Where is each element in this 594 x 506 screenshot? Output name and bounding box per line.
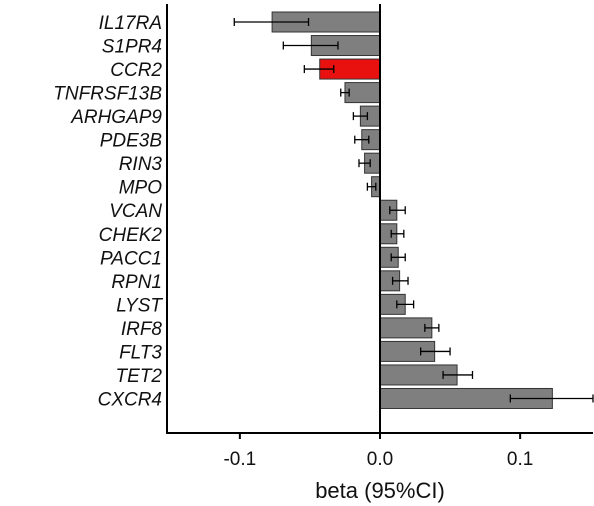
- category-label-rin3: RIN3: [119, 154, 163, 175]
- error-bar-group: [233, 18, 594, 403]
- error-bar-arhgap9: [352, 112, 369, 121]
- category-label-cxcr4: CXCR4: [98, 389, 162, 410]
- error-bar-il17ra: [233, 18, 310, 26]
- category-label-arhgap9: ARHGAP9: [70, 107, 162, 128]
- bar-group: [271, 11, 553, 409]
- error-bar-ccr2: [303, 65, 335, 74]
- category-label-s1pr4: S1PR4: [102, 37, 162, 58]
- x-tick-label: -0.1: [223, 449, 256, 470]
- category-label-rpn1: RPN1: [111, 272, 162, 293]
- error-bar-rpn1: [391, 276, 409, 285]
- category-label-tet2: TET2: [116, 366, 163, 387]
- category-label-pacc1: PACC1: [100, 248, 162, 269]
- category-label-pde3b: PDE3B: [100, 131, 163, 152]
- category-label-il17ra: IL17RA: [99, 13, 162, 34]
- x-tick-group: -0.1 0.0 0.1: [223, 433, 533, 470]
- category-label-vcan: VCAN: [109, 201, 162, 222]
- category-label-mpo: MPO: [119, 178, 163, 199]
- error-bar-lyst: [396, 300, 415, 309]
- category-label-lyst: LYST: [116, 295, 163, 316]
- category-label-flt3: FLT3: [119, 342, 162, 363]
- category-label-chek2: CHEK2: [99, 225, 163, 246]
- error-bar-pacc1: [390, 253, 406, 262]
- error-bar-chek2: [390, 229, 405, 238]
- bar-irf8: [379, 317, 433, 339]
- x-axis-label: beta (95%CI): [315, 478, 445, 503]
- error-bar-tnfrsf13b: [340, 88, 350, 97]
- error-bar-pde3b: [354, 135, 370, 144]
- error-bar-irf8: [424, 323, 440, 332]
- x-tick-label: 0.1: [507, 449, 533, 470]
- error-bar-rin3: [358, 159, 371, 168]
- error-bar-vcan: [389, 206, 406, 215]
- category-label-ccr2: CCR2: [110, 60, 162, 81]
- error-bar-tet2: [442, 370, 474, 379]
- error-bar-s1pr4: [282, 41, 339, 50]
- error-bar-cxcr4: [509, 394, 594, 403]
- x-tick-label: 0.0: [367, 449, 393, 470]
- category-label-irf8: IRF8: [121, 319, 163, 340]
- error-bar-flt3: [419, 347, 451, 356]
- category-label-tnfrsf13b: TNFRSF13B: [53, 84, 162, 105]
- error-bar-mpo: [366, 182, 377, 191]
- bar-tnfrsf13b: [344, 82, 381, 104]
